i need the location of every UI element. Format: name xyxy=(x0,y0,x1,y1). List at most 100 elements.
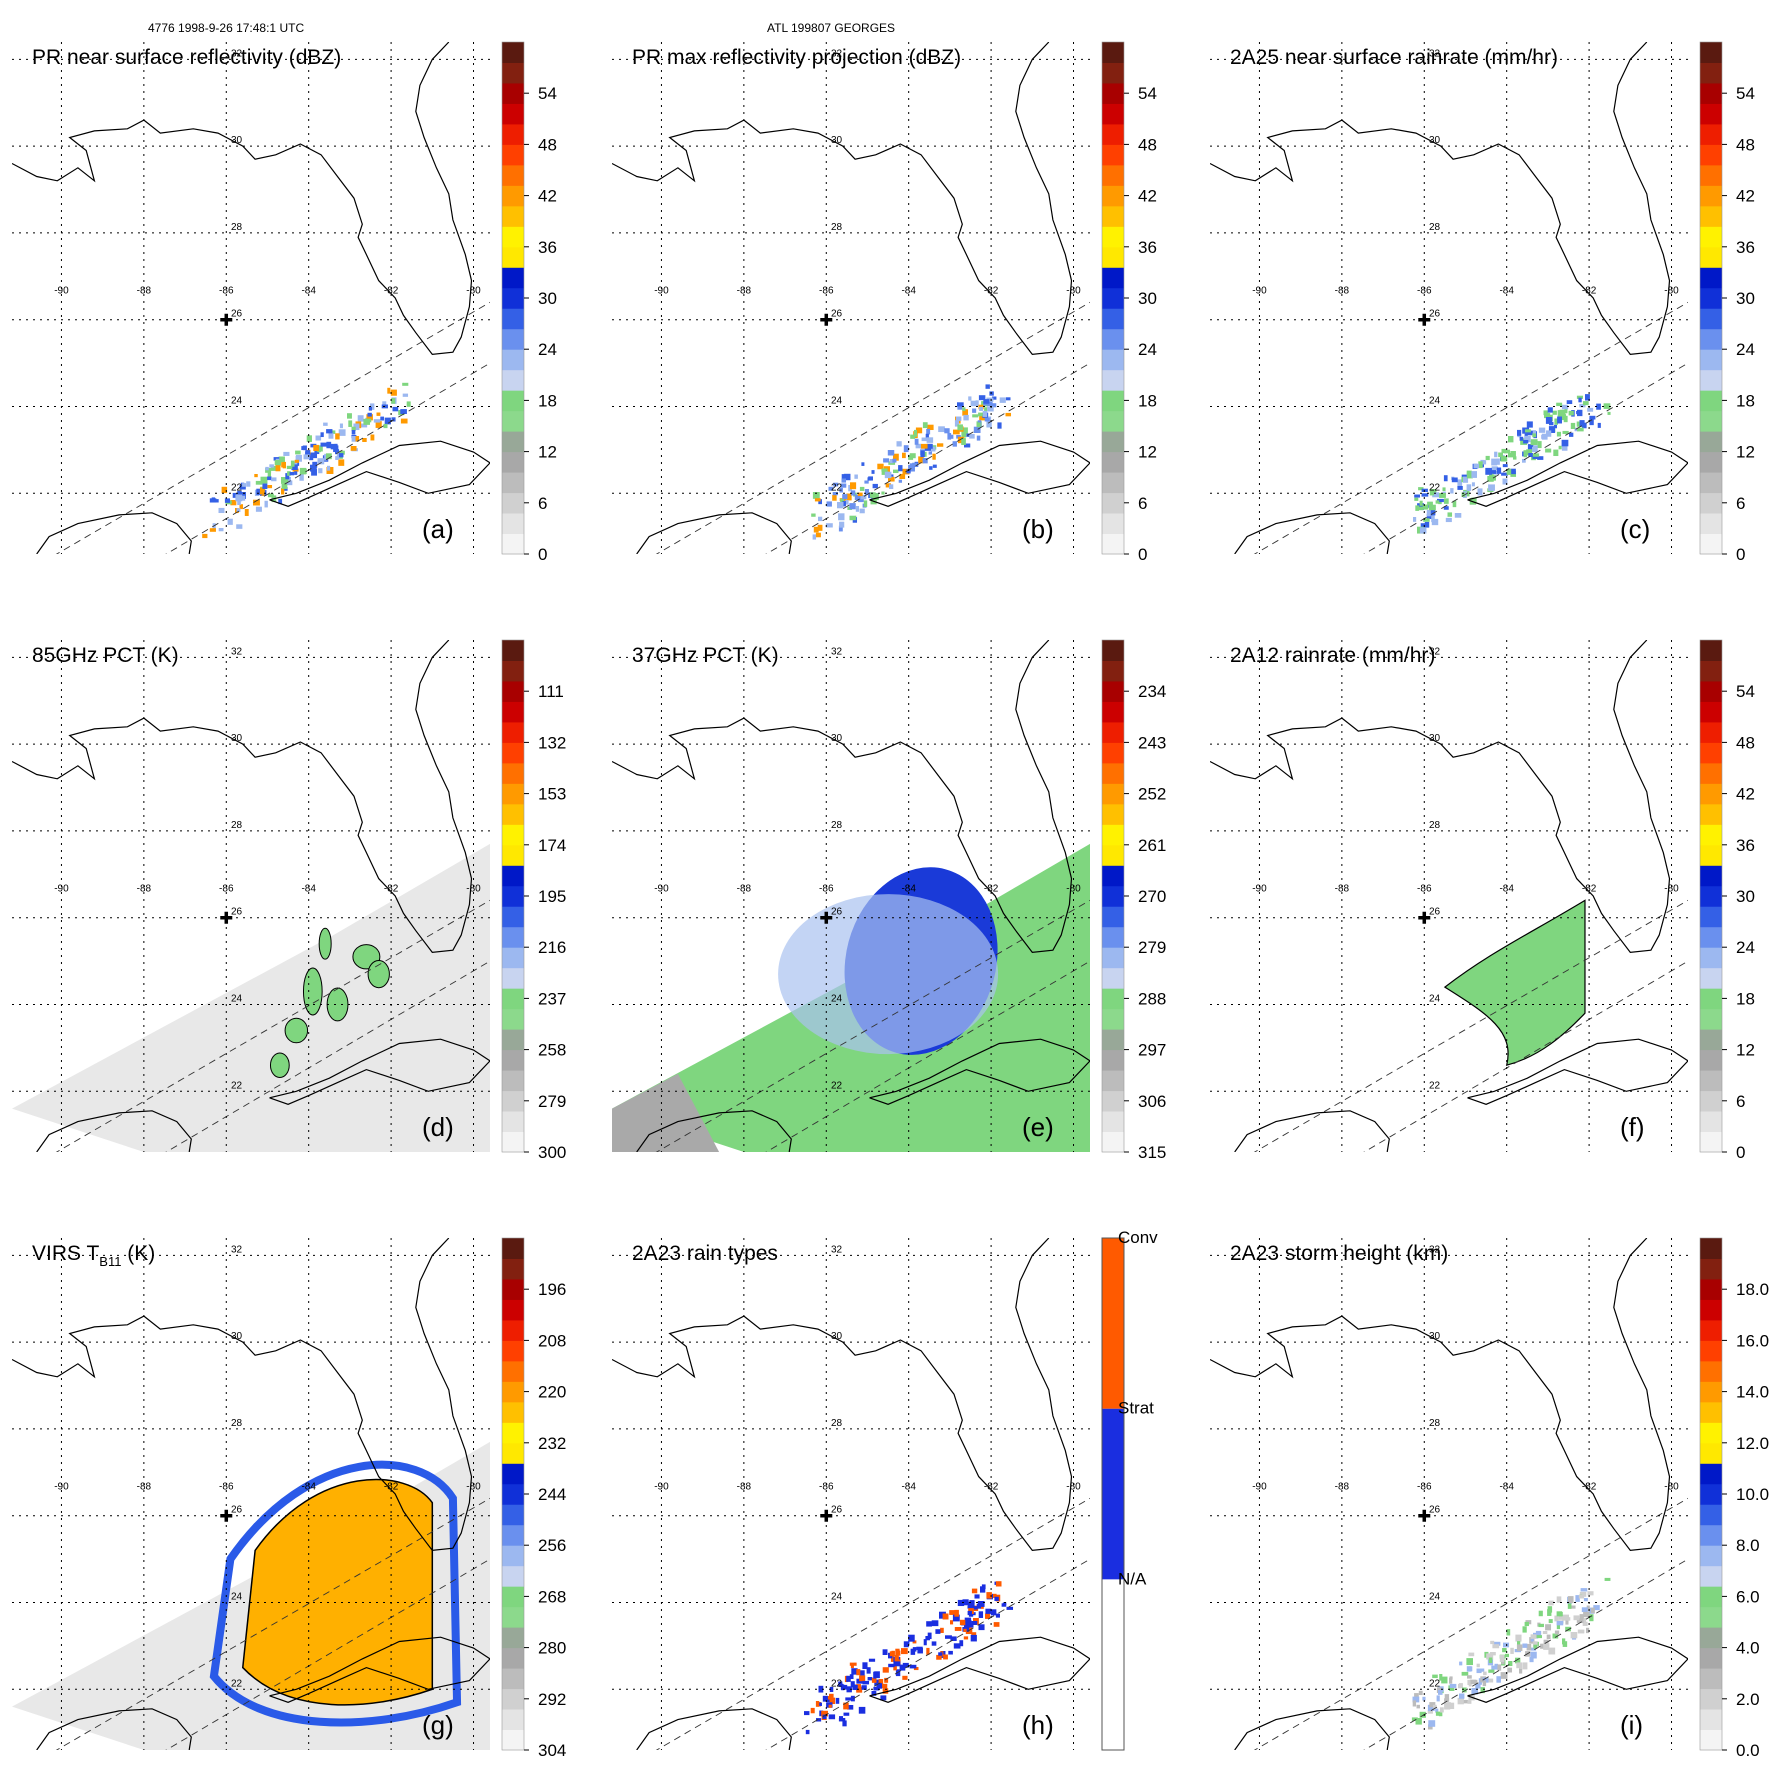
precip-echoes xyxy=(811,384,1012,540)
colorbar-tick: 196 xyxy=(538,1280,566,1299)
colorbar-tick: 12.0 xyxy=(1736,1434,1769,1453)
panel-title: 2A23 storm height (km) xyxy=(1230,1242,1448,1265)
colorbar-tick: 42 xyxy=(1138,187,1157,206)
panel-title: 2A23 rain types xyxy=(632,1242,778,1265)
panel-letter: (f) xyxy=(1620,1112,1645,1142)
lon-label: -80 xyxy=(1066,1482,1081,1493)
colorbar-tick: 195 xyxy=(538,887,566,906)
coastline-cuba xyxy=(869,1636,1090,1703)
swath-background xyxy=(12,843,490,1152)
land-warm-area xyxy=(612,1073,720,1152)
lon-label: -82 xyxy=(984,1482,999,1493)
swath-edge-lower xyxy=(765,960,1090,1152)
panel-title: 85GHz PCT (K) xyxy=(32,644,179,667)
lat-label: 28 xyxy=(231,820,243,831)
lon-label: -82 xyxy=(1582,1482,1597,1493)
colorbar-tick: 36 xyxy=(1736,238,1755,257)
colorbar-tick: 232 xyxy=(538,1434,566,1453)
precip-echoes xyxy=(1413,394,1611,534)
storm-center-marker xyxy=(220,1509,233,1522)
lat-label: 26 xyxy=(1429,1505,1441,1516)
lat-label: 30 xyxy=(231,135,243,146)
lat-label: 22 xyxy=(1429,1678,1441,1689)
lon-label: -80 xyxy=(466,884,481,895)
lat-label: 30 xyxy=(831,1331,843,1342)
lon-label: -86 xyxy=(819,884,834,895)
coastline-cuba xyxy=(269,1636,490,1703)
colorbar-tick: 24 xyxy=(538,340,557,359)
colorbar-tick: 12 xyxy=(1138,443,1157,462)
lon-label: -84 xyxy=(301,884,316,895)
colorbar-tick: 18 xyxy=(1736,391,1755,410)
colorbar-tick: 297 xyxy=(1138,1041,1166,1060)
coastline-yucatan xyxy=(36,1110,192,1152)
lon-label: -90 xyxy=(654,286,669,297)
lat-label: 28 xyxy=(1429,222,1441,233)
panel-title: PR near surface reflectivity (dBZ) xyxy=(32,46,341,69)
storm-center-marker xyxy=(1418,1509,1431,1522)
coastline-cuba xyxy=(1467,1038,1688,1105)
lon-label: -80 xyxy=(466,286,481,297)
lat-label: 28 xyxy=(231,222,243,233)
precip-echoes xyxy=(202,382,411,539)
swath-edge-upper xyxy=(55,899,490,1152)
colorbar-tick: 54 xyxy=(538,84,557,103)
colorbar-tick: 12 xyxy=(538,443,557,462)
colorbar: 54 48 42 36 30 24 18 12 6 0 xyxy=(1699,41,1755,564)
colorbar-tick: 153 xyxy=(538,785,566,804)
colorbar: 196 208 220 232 244 256 268 280 292 304 xyxy=(501,1237,566,1760)
lat-label: 32 xyxy=(831,48,843,59)
panel-title: VIRS TB11 (K) xyxy=(32,1242,155,1269)
lat-label: 28 xyxy=(231,1418,243,1429)
colorbar-tick: 304 xyxy=(538,1741,566,1760)
colorbar-tick: N/A xyxy=(1118,1569,1147,1588)
colorbar-tick: 270 xyxy=(1138,887,1166,906)
coastline-us xyxy=(612,42,1073,356)
lon-label: -88 xyxy=(1335,884,1350,895)
colorbar-tick: Conv xyxy=(1118,1228,1158,1247)
lat-label: 28 xyxy=(831,820,843,831)
map-area xyxy=(12,42,490,554)
colorbar-tick: 258 xyxy=(538,1041,566,1060)
storm-center-marker xyxy=(820,1509,833,1522)
colorbar-tick: 12 xyxy=(1736,443,1755,462)
swath-edge-lower xyxy=(165,1558,490,1750)
map-area xyxy=(612,42,1090,554)
coastline-us xyxy=(12,640,473,954)
swath-edge-upper xyxy=(1253,301,1688,554)
map-area xyxy=(1210,1238,1688,1750)
colorbar-tick: 6 xyxy=(1736,1092,1745,1111)
storm-center-marker xyxy=(1418,911,1431,924)
lat-label: 28 xyxy=(1429,1418,1441,1429)
colorbar-tick: 48 xyxy=(1736,733,1755,752)
lon-label: -88 xyxy=(737,884,752,895)
colorbar-tick: 54 xyxy=(1138,84,1157,103)
colorbar-tick: 16.0 xyxy=(1736,1331,1769,1350)
cloud-edge xyxy=(209,1460,462,1727)
coastline-yucatan xyxy=(36,512,192,554)
colorbar-tick: 243 xyxy=(1138,733,1166,752)
lat-label: 28 xyxy=(1429,820,1441,831)
map-area xyxy=(612,640,1090,1152)
colorbar: 54 48 42 36 30 24 18 12 6 0 xyxy=(1699,639,1755,1162)
panel-title: 2A25 near surface rainrate (mm/hr) xyxy=(1230,46,1558,69)
lat-label: 30 xyxy=(1429,135,1441,146)
swath-edge-lower xyxy=(1363,1558,1688,1750)
panel-c: -90 -88 -86 -84 -82 -80 32 30 28 26 24 22 2A25 near … xyxy=(1210,41,1755,564)
panel-title: PR max reflectivity projection (dBZ) xyxy=(632,46,961,69)
coastline-us xyxy=(1210,1238,1671,1552)
colorbar-tick: 268 xyxy=(538,1587,566,1606)
panel-letter: (e) xyxy=(1022,1112,1054,1142)
lat-label: 26 xyxy=(231,1505,243,1516)
panel-title: 37GHz PCT (K) xyxy=(632,644,779,667)
lat-label: 22 xyxy=(831,482,843,493)
coastline-cuba xyxy=(869,440,1090,507)
lat-label: 30 xyxy=(1429,733,1441,744)
lat-label: 24 xyxy=(231,395,243,406)
coastline-cuba xyxy=(269,440,490,507)
swath-edge-upper xyxy=(655,1497,1090,1750)
lon-label: -84 xyxy=(901,286,916,297)
colorbar-tick: 48 xyxy=(1736,135,1755,154)
coastline-us xyxy=(12,1238,473,1552)
colorbar-tick: 208 xyxy=(538,1331,566,1350)
